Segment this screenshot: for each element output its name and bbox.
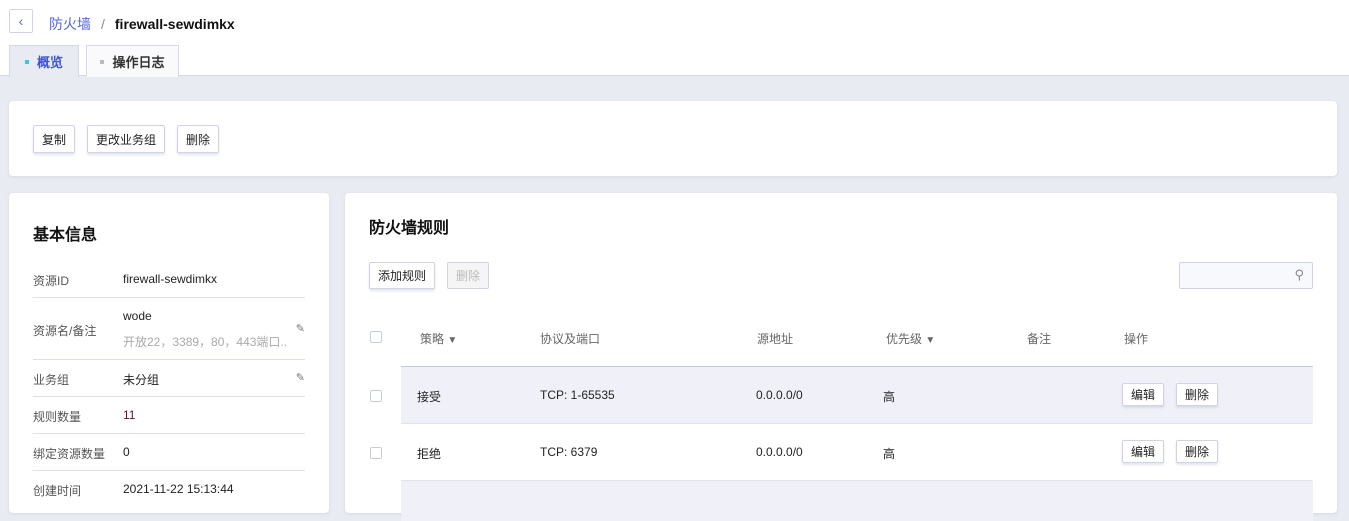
back-button[interactable]: ‹ xyxy=(9,9,33,33)
info-label: 创建时间 xyxy=(33,484,82,498)
cell-source: 0.0.0.0/0 xyxy=(756,445,803,459)
tab-dot-icon xyxy=(100,59,105,64)
table-row: 拒绝 TCP: 6379 0.0.0.0/0 高 编辑 删除 xyxy=(401,424,1313,481)
info-value: wode xyxy=(123,309,152,323)
info-value: 11 xyxy=(123,408,136,422)
table-row: 接受 TCP: 1-65535 0.0.0.0/0 高 编辑 删除 xyxy=(401,367,1313,424)
tab-operation-log[interactable]: 操作日志 xyxy=(86,45,179,77)
delete-rule-button[interactable]: 删除 xyxy=(1176,440,1219,463)
delete-firewall-button[interactable]: 删除 xyxy=(177,125,220,153)
row-checkbox[interactable] xyxy=(370,447,382,459)
tab-label: 概览 xyxy=(36,55,63,70)
info-row-group: 业务组 未分组 ✎ xyxy=(33,360,305,397)
change-group-button[interactable]: 更改业务组 xyxy=(87,125,166,153)
column-policy[interactable]: 策略 ▼ xyxy=(420,330,457,347)
cell-protocol: TCP: 1-65535 xyxy=(540,388,615,402)
cell-protocol: TCP: 6379 xyxy=(540,445,598,459)
rules-card: 防火墙规则 添加规则 删除 ⚲ 策略 ▼ 协议及端口 源地址 优先级 ▼ 备注 … xyxy=(345,193,1337,521)
row-checkbox[interactable] xyxy=(370,390,382,402)
copy-button[interactable]: 复制 xyxy=(33,125,76,153)
info-label: 资源名/备注 xyxy=(33,324,97,338)
info-row-created: 创建时间 2021-11-22 15:13:44 xyxy=(33,471,305,508)
column-label: 优先级 xyxy=(886,332,923,346)
column-source: 源地址 xyxy=(757,332,794,346)
search-input[interactable]: ⚲ xyxy=(1179,262,1313,289)
edit-icon[interactable]: ✎ xyxy=(295,372,305,384)
info-row-resource-id: 资源ID firewall-sewdimkx xyxy=(33,260,305,298)
info-row-bound-count: 绑定资源数量 0 xyxy=(33,434,305,471)
info-value: firewall-sewdimkx xyxy=(123,272,218,286)
column-label: 策略 xyxy=(420,332,445,346)
info-value: 0 xyxy=(123,445,130,459)
edit-rule-button[interactable]: 编辑 xyxy=(1122,440,1165,463)
filter-icon[interactable]: ▼ xyxy=(925,335,936,346)
select-all-checkbox[interactable] xyxy=(370,331,382,343)
info-label: 绑定资源数量 xyxy=(33,447,106,461)
delete-rule-button[interactable]: 删除 xyxy=(1176,383,1219,406)
info-label: 规则数量 xyxy=(33,410,82,424)
breadcrumb-firewall-link[interactable]: 防火墙 xyxy=(49,16,91,32)
cell-policy: 拒绝 xyxy=(417,447,442,461)
info-label: 资源ID xyxy=(33,274,70,288)
add-rule-button[interactable]: 添加规则 xyxy=(369,262,436,289)
edit-rule-button[interactable]: 编辑 xyxy=(1122,383,1165,406)
breadcrumb-separator: / xyxy=(101,16,105,32)
chevron-left-icon: ‹ xyxy=(18,13,24,29)
info-value: 2021-11-22 15:13:44 xyxy=(123,482,234,496)
info-label: 业务组 xyxy=(33,373,70,387)
info-note: 开放22，3389，80，443端口... xyxy=(123,335,288,349)
page-header: ‹ 防火墙 / firewall-sewdimkx 概览 操作日志 xyxy=(0,0,1349,77)
edit-icon[interactable]: ✎ xyxy=(295,323,305,335)
info-value: 未分组 xyxy=(123,373,160,387)
actions-card: 复制 更改业务组 删除 xyxy=(9,101,1337,176)
cell-priority: 高 xyxy=(883,390,896,404)
tab-label: 操作日志 xyxy=(112,55,165,70)
delete-rules-button[interactable]: 删除 xyxy=(447,262,490,289)
page-title: firewall-sewdimkx xyxy=(114,16,235,32)
column-note: 备注 xyxy=(1027,332,1052,346)
info-row-name-note: 资源名/备注 wode 开放22，3389，80，443端口... ✎ xyxy=(33,298,305,360)
column-priority[interactable]: 优先级 ▼ xyxy=(886,330,935,347)
cell-priority: 高 xyxy=(883,447,896,461)
header-divider xyxy=(401,366,1313,367)
filter-icon[interactable]: ▼ xyxy=(447,335,458,346)
column-protocol: 协议及端口 xyxy=(540,332,601,346)
cell-source: 0.0.0.0/0 xyxy=(756,388,803,402)
basic-info-card: 基本信息 资源ID firewall-sewdimkx 资源名/备注 wode 开放2… xyxy=(9,193,329,513)
tab-dot-icon xyxy=(24,59,29,64)
cell-policy: 接受 xyxy=(417,390,442,404)
column-actions: 操作 xyxy=(1124,332,1149,346)
search-icon: ⚲ xyxy=(1294,267,1304,282)
breadcrumb: 防火墙 / firewall-sewdimkx xyxy=(49,14,235,34)
rules-title: 防火墙规则 xyxy=(369,220,450,237)
tab-overview[interactable]: 概览 xyxy=(9,45,79,77)
table-row xyxy=(401,481,1313,521)
basic-info-title: 基本信息 xyxy=(33,227,98,244)
info-row-rule-count: 规则数量 11 xyxy=(33,397,305,434)
